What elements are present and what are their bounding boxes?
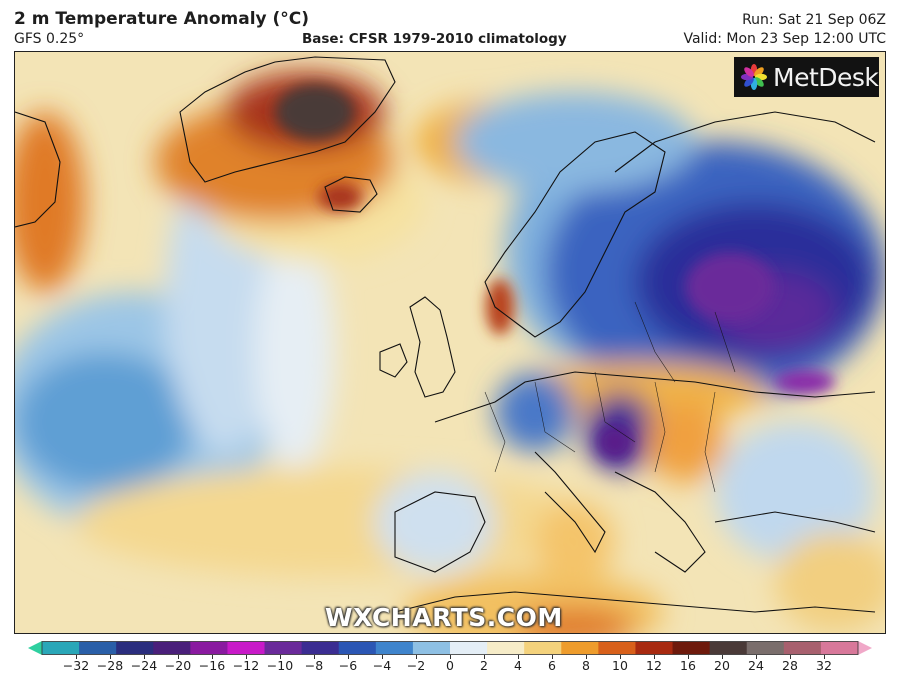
- colorbar-tick-mark: [824, 655, 825, 659]
- colorbar-tick-label: 0: [446, 658, 454, 673]
- colorbar-tick-label: −10: [266, 658, 294, 673]
- colorbar-cell: [635, 641, 674, 655]
- north-africa-coast: [394, 591, 876, 613]
- colorbar-tick-label: 32: [816, 658, 832, 673]
- colorbar-cell: [79, 641, 117, 655]
- colorbar-tick-mark: [314, 655, 315, 659]
- iceland-coast: [324, 176, 378, 213]
- climatology-base: Base: CFSR 1979-2010 climatology: [302, 31, 567, 47]
- coastlines: [15, 56, 876, 613]
- continental-coast: [434, 371, 876, 423]
- colorbar: [28, 641, 872, 655]
- italy-coast: [534, 451, 606, 554]
- colorbar-cell: [301, 641, 340, 655]
- balkans-coast: [614, 471, 706, 573]
- metdesk-logo-text: MetDesk: [773, 62, 879, 92]
- colorbar-tick-label: 24: [748, 658, 764, 673]
- colorbar-tick-mark: [484, 655, 485, 659]
- colorbar-tick-label: 4: [514, 658, 522, 673]
- colorbar-tick-mark: [450, 655, 451, 659]
- colorbar-tick-mark: [688, 655, 689, 659]
- colorbar-cell: [820, 641, 859, 655]
- model-label: GFS 0.25°: [14, 31, 85, 47]
- colorbar-cell: [672, 641, 711, 655]
- colorbar-tick-label: 12: [646, 658, 662, 673]
- colorbar-tick-mark: [756, 655, 757, 659]
- colorbar-tick-label: 6: [548, 658, 556, 673]
- colorbar-tick-label: −12: [232, 658, 260, 673]
- colorbar-tick-label: −4: [372, 658, 392, 673]
- turkey-coast: [714, 511, 876, 533]
- colorbar-max-arrow: [858, 641, 872, 655]
- colorbar-cell: [450, 641, 488, 655]
- colorbar-tick-mark: [620, 655, 621, 659]
- run-time: Run: Sat 21 Sep 06Z: [742, 12, 886, 28]
- colorbar-tick-mark: [178, 655, 179, 659]
- colorbar-tick-mark: [76, 655, 77, 659]
- anomaly-map: MetDesk WXCHARTS.COM: [14, 51, 886, 634]
- colorbar-tick-label: −8: [304, 658, 324, 673]
- colorbar-cell: [598, 641, 636, 655]
- colorbar-min-arrow: [28, 641, 42, 655]
- colorbar-cell: [746, 641, 785, 655]
- colorbar-tick-mark: [348, 655, 349, 659]
- valid-time: Valid: Mon 23 Sep 12:00 UTC: [683, 31, 886, 47]
- colorbar-tick-label: 2: [480, 658, 488, 673]
- map-canvas: [15, 52, 885, 633]
- colorbar-tick-mark: [382, 655, 383, 659]
- colorbar-tick-mark: [654, 655, 655, 659]
- colorbar-tick-label: 8: [582, 658, 590, 673]
- colorbar-cell: [264, 641, 303, 655]
- colorbar-tick-label: −24: [130, 658, 158, 673]
- britain-coast: [409, 296, 456, 398]
- colorbar-tick-mark: [552, 655, 553, 659]
- colorbar-cell: [412, 641, 451, 655]
- colorbar-tick-label: 10: [612, 658, 628, 673]
- colorbar-tick-mark: [212, 655, 213, 659]
- labrador-coast: [15, 111, 61, 228]
- colorbar-tick-label: 28: [782, 658, 798, 673]
- metdesk-logo: MetDesk: [734, 57, 879, 97]
- colorbar-cell: [190, 641, 228, 655]
- colorbar-cell: [375, 641, 414, 655]
- wxcharts-watermark: WXCHARTS.COM: [325, 603, 563, 632]
- colorbar-tick-mark: [246, 655, 247, 659]
- colorbar-tick-label: −28: [96, 658, 124, 673]
- colorbar-cell: [116, 641, 154, 655]
- arctic-russia-coast: [614, 111, 876, 173]
- colorbar-tick-mark: [144, 655, 145, 659]
- colorbar-cell: [524, 641, 562, 655]
- colorbar-tick-label: −16: [198, 658, 226, 673]
- colorbar-tick-label: −32: [62, 658, 90, 673]
- greenland-coast: [179, 56, 396, 183]
- colorbar-cell: [561, 641, 599, 655]
- borders: [484, 301, 736, 493]
- colorbar-tick-mark: [110, 655, 111, 659]
- scandinavia-coast: [484, 131, 666, 338]
- colorbar-cell: [709, 641, 748, 655]
- colorbar-cell: [487, 641, 525, 655]
- colorbar-tick-mark: [722, 655, 723, 659]
- colorbar-tick-mark: [280, 655, 281, 659]
- colorbar-tick-label: −6: [338, 658, 358, 673]
- colorbar-cell: [783, 641, 822, 655]
- colorbar-tick-mark: [518, 655, 519, 659]
- iberia-coast: [394, 491, 486, 573]
- colorbar-cell: [227, 641, 266, 655]
- colorbar-cell: [338, 641, 377, 655]
- colorbar-tick-label: 20: [714, 658, 730, 673]
- colorbar-cell: [42, 641, 80, 655]
- colorbar-cell: [153, 641, 191, 655]
- anomaly-detail: [275, 84, 835, 460]
- colorbar-tick-label: −20: [164, 658, 192, 673]
- colorbar-tick-label: 16: [680, 658, 696, 673]
- metdesk-flower-icon: [741, 64, 767, 90]
- colorbar-tick-mark: [790, 655, 791, 659]
- colorbar-tick-mark: [416, 655, 417, 659]
- colorbar-tick-mark: [586, 655, 587, 659]
- ireland-coast: [379, 343, 408, 378]
- chart-title: 2 m Temperature Anomaly (°C): [14, 9, 310, 29]
- colorbar-tick-label: −2: [406, 658, 426, 673]
